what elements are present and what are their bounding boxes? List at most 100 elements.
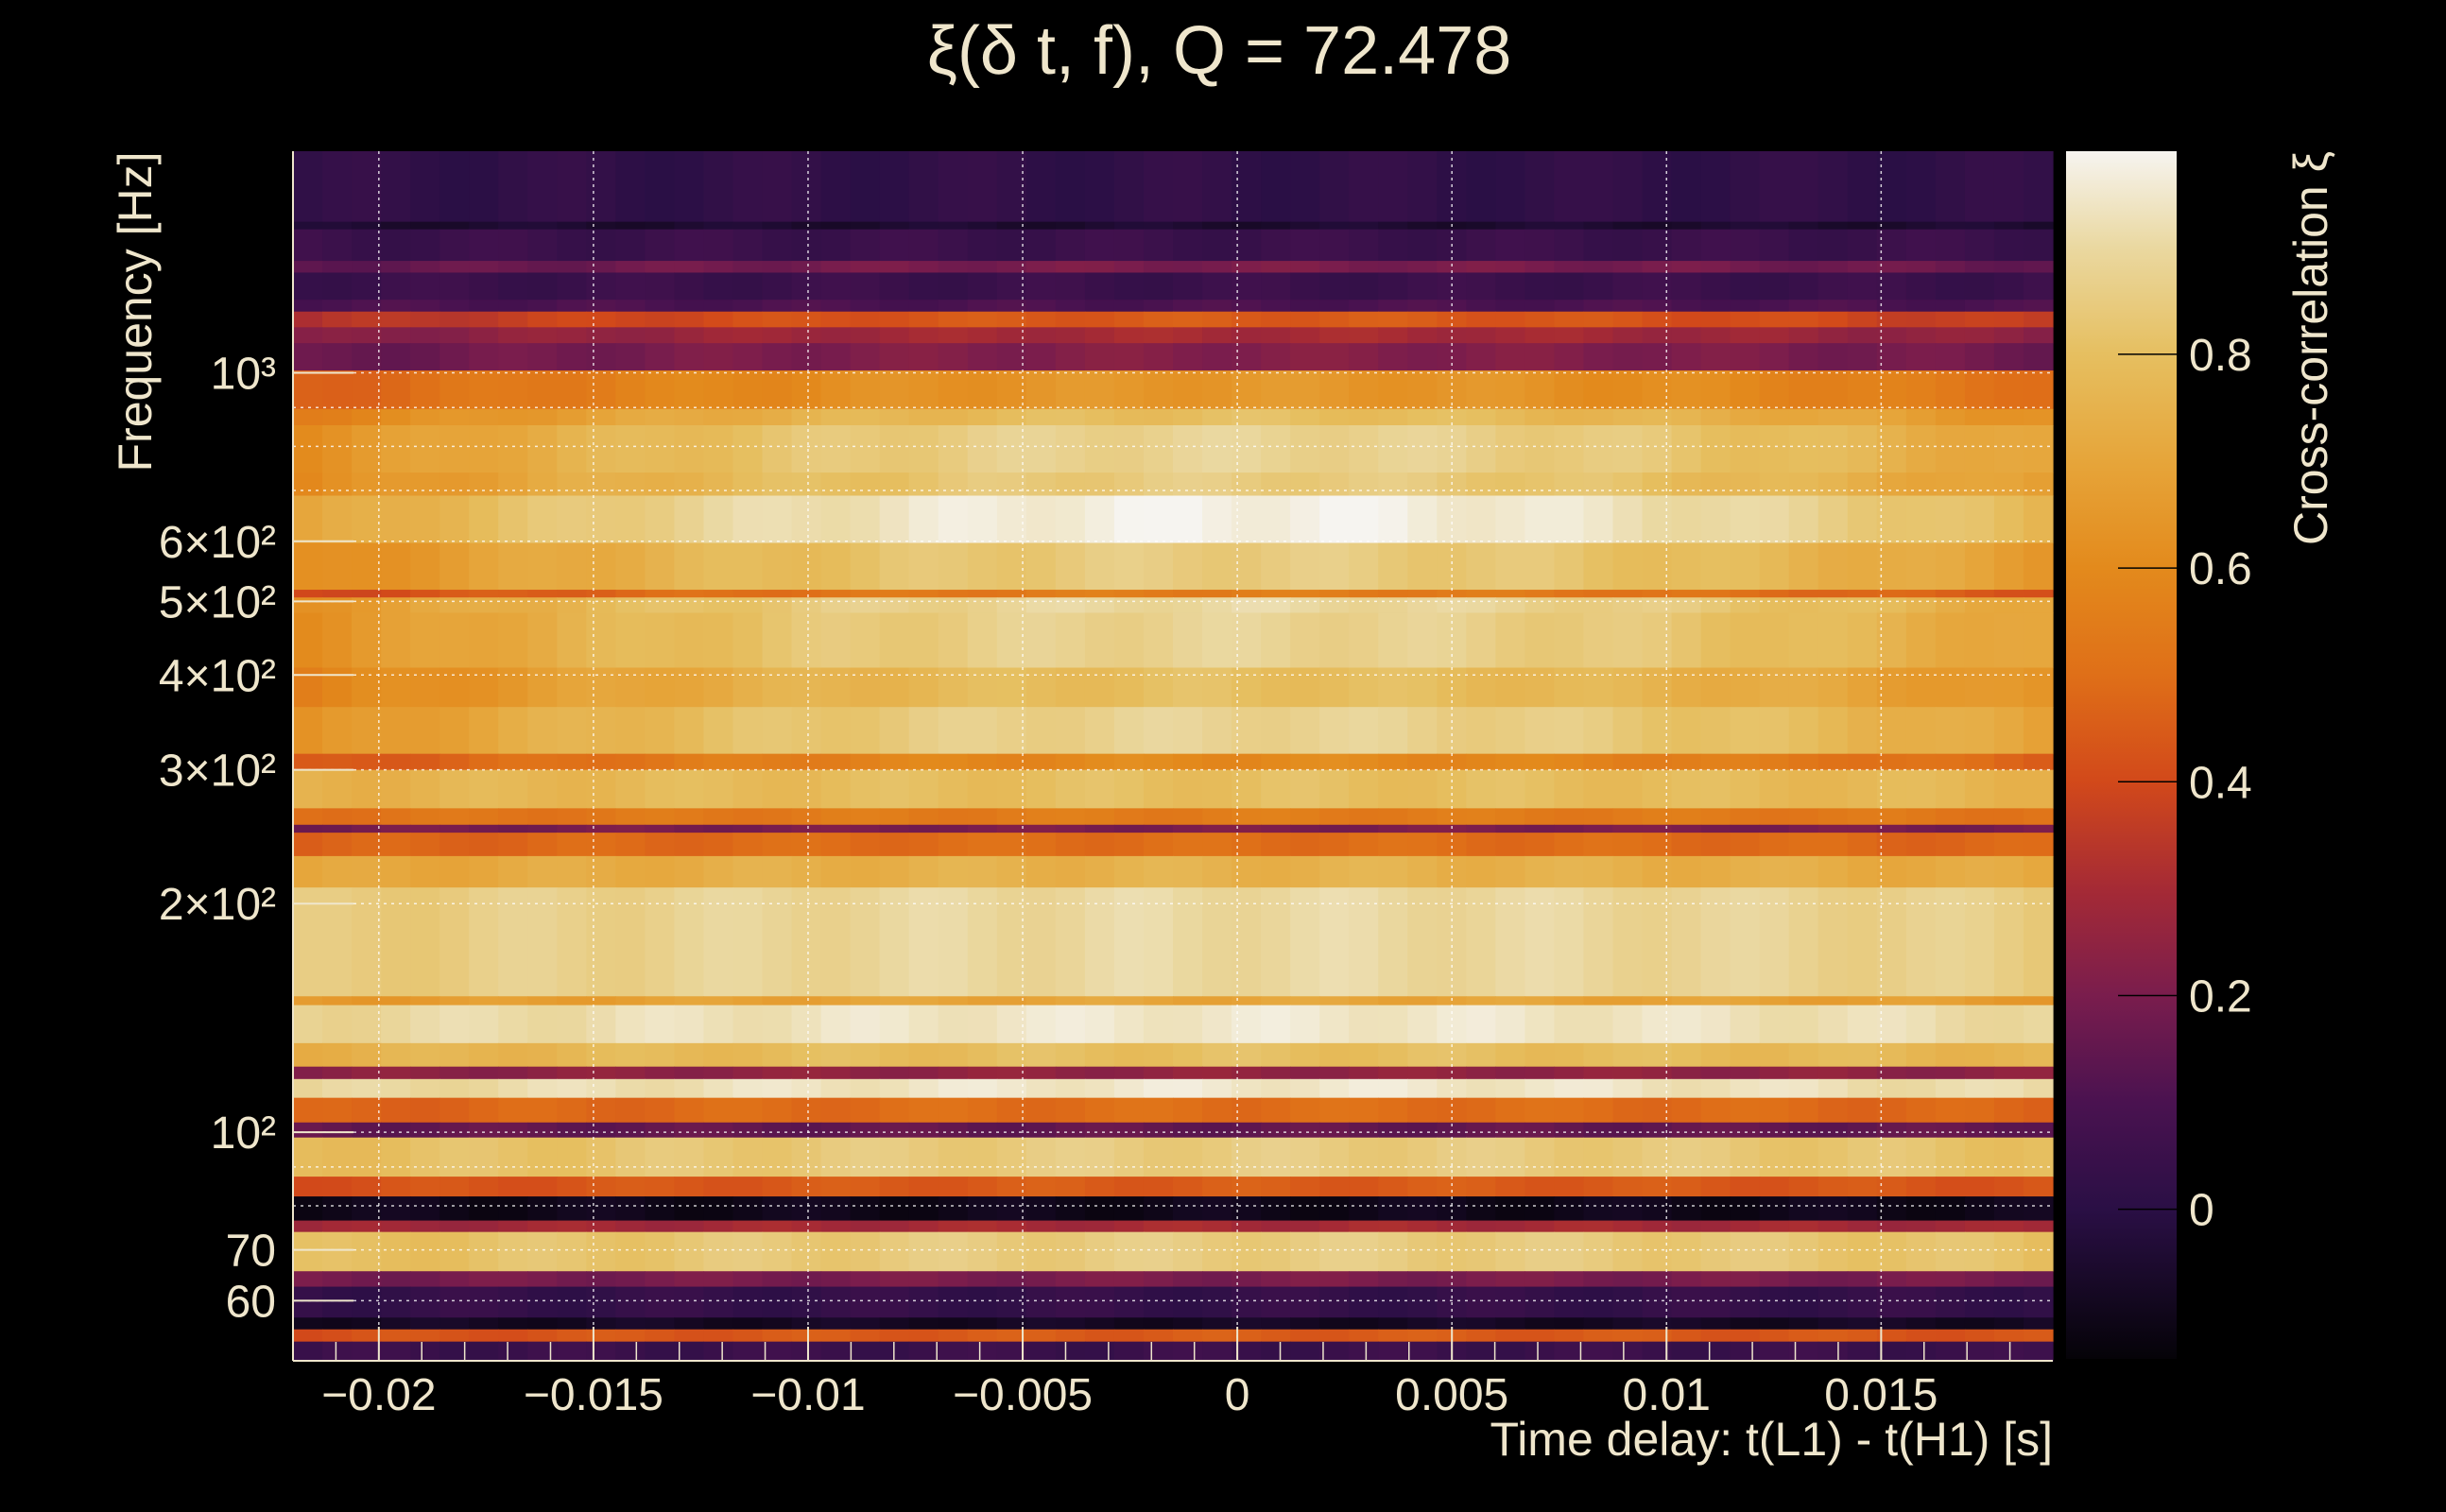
heatmap-cell — [1759, 824, 1790, 833]
heatmap-cell — [1964, 1005, 1995, 1044]
y-tick-label: 10² — [211, 1108, 276, 1159]
heatmap-cell — [1025, 327, 1057, 344]
heatmap-cell — [1935, 1137, 1966, 1177]
heatmap-cell — [1407, 833, 1438, 857]
heatmap-cell — [1876, 1329, 1907, 1343]
heatmap-cell — [1232, 1317, 1262, 1331]
heatmap-cell — [1173, 590, 1203, 598]
heatmap-cell — [615, 542, 646, 591]
heatmap-cell — [410, 612, 440, 669]
heatmap-cell — [1084, 261, 1115, 274]
heatmap-cell — [1905, 311, 1937, 328]
heatmap-cell — [1232, 1042, 1262, 1068]
heatmap-cell — [1173, 229, 1203, 262]
colorbar-tick-label: 0.6 — [2189, 544, 2252, 594]
heatmap-cell — [439, 824, 470, 833]
heatmap-cell — [469, 311, 499, 328]
heatmap-cell — [1025, 343, 1057, 371]
heatmap-cell — [1524, 495, 1556, 544]
heatmap-cell — [791, 261, 822, 274]
heatmap-cell — [1759, 1097, 1790, 1124]
heatmap-cell — [703, 424, 734, 473]
heatmap-cell — [2023, 1066, 2054, 1080]
heatmap-cell — [967, 1286, 998, 1318]
heatmap-cell — [1055, 300, 1086, 313]
heatmap-cell — [850, 1220, 881, 1233]
heatmap-cell — [1055, 343, 1086, 371]
heatmap-cell — [645, 1317, 676, 1331]
heatmap-cell — [1407, 472, 1438, 497]
heatmap-cell — [645, 1220, 676, 1233]
heatmap-cell — [293, 1286, 323, 1318]
heatmap-cell — [557, 824, 587, 833]
heatmap-cell — [1759, 590, 1790, 598]
heatmap-cell — [674, 300, 705, 313]
heatmap-cell — [1025, 590, 1057, 598]
heatmap-cell — [762, 1137, 793, 1177]
heatmap-cell — [850, 408, 881, 426]
heatmap-cell — [615, 597, 646, 614]
heatmap-cell — [527, 311, 558, 328]
heatmap-cell — [1378, 1177, 1408, 1197]
heatmap-cell — [1964, 229, 1995, 262]
heatmap-cell — [1993, 1097, 2024, 1124]
heatmap-cell — [1025, 495, 1057, 544]
heatmap-cell — [850, 272, 881, 301]
heatmap-cell — [1378, 1042, 1408, 1068]
heatmap-cell — [762, 808, 793, 826]
heatmap-cell — [1730, 612, 1761, 669]
heatmap-cell — [381, 590, 411, 598]
heatmap-cell — [1173, 707, 1203, 755]
heatmap-cell — [1964, 408, 1995, 426]
heatmap-cell — [1173, 833, 1203, 857]
heatmap-cell — [1261, 472, 1291, 497]
heatmap-cell — [1319, 833, 1350, 857]
heatmap-cell — [762, 495, 793, 544]
heatmap-cell — [1964, 1317, 1995, 1331]
heatmap-cell — [820, 221, 852, 231]
heatmap-cell — [1084, 1329, 1115, 1343]
heatmap-cell — [1173, 612, 1203, 669]
heatmap-cell — [1642, 1329, 1673, 1343]
heatmap-cell — [1642, 495, 1673, 544]
heatmap-cell — [762, 833, 793, 857]
heatmap-cell — [381, 327, 411, 344]
heatmap-cell — [322, 343, 353, 371]
heatmap-cell — [1524, 1066, 1556, 1080]
heatmap-cell — [1700, 1005, 1731, 1044]
heatmap-cell — [322, 300, 353, 313]
heatmap-cell — [1261, 311, 1291, 328]
heatmap-cell — [1290, 1005, 1320, 1044]
heatmap-cell — [1905, 597, 1937, 614]
heatmap-cell — [1202, 1329, 1232, 1343]
heatmap-cell — [1202, 1177, 1232, 1197]
heatmap-cell — [1173, 370, 1203, 410]
heatmap-cell — [732, 408, 764, 426]
heatmap-cell — [1290, 1231, 1320, 1272]
heatmap-cell — [410, 808, 440, 826]
heatmap-cell — [1055, 261, 1086, 274]
heatmap-cell — [1261, 1042, 1291, 1068]
heatmap-cell — [1700, 408, 1731, 426]
heatmap-cell — [1466, 753, 1496, 771]
heatmap-cell — [908, 495, 939, 544]
heatmap-cell — [938, 1341, 969, 1362]
heatmap-cell — [1143, 261, 1174, 274]
heatmap-cell — [732, 229, 764, 262]
heatmap-cell — [381, 343, 411, 371]
heatmap-cell — [1759, 1231, 1790, 1272]
heatmap-cell — [1583, 855, 1614, 888]
heatmap-cell — [1730, 272, 1761, 301]
heatmap-cell — [352, 753, 382, 771]
heatmap-cell — [1524, 1286, 1556, 1318]
heatmap-cell — [1466, 996, 1496, 1006]
heatmap-cell — [557, 855, 587, 888]
heatmap-cell — [1232, 667, 1262, 708]
heatmap-cell — [820, 707, 852, 755]
heatmap-cell — [2023, 1078, 2054, 1099]
heatmap-cell — [908, 590, 939, 598]
heatmap-cell — [1113, 300, 1145, 313]
heatmap-cell — [1554, 707, 1585, 755]
heatmap-cell — [1612, 1341, 1644, 1362]
heatmap-cell — [1378, 300, 1408, 313]
